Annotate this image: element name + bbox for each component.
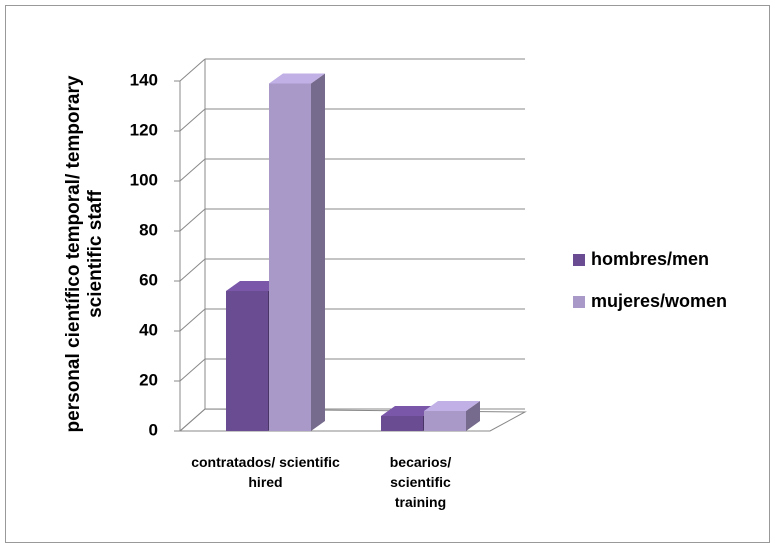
grid-line [179,408,206,432]
x-tick-label: contratados/ scientific hired [191,454,340,490]
y-tick-label: 60 [139,270,158,289]
grid-line [179,258,206,282]
y-tick-label: 0 [149,420,158,439]
legend-swatch [573,296,585,308]
bar [226,291,268,431]
bar-top [269,73,325,84]
grid-line [179,358,206,382]
legend-swatch [573,254,585,266]
bar-top [424,401,480,411]
grid-line [179,58,206,82]
bar [424,411,466,431]
y-tick-label: 120 [130,120,158,139]
chart-border [5,5,770,543]
bar [269,83,311,431]
y-tick-label: 100 [130,170,158,189]
y-axis-label: personal científico temporal/ temporary … [63,75,106,433]
y-tick-label: 40 [139,320,158,339]
x-tick-label: becarios/ scientific training [389,454,452,510]
y-tick-label: 20 [139,370,158,389]
y-tick-label: 140 [130,70,158,89]
legend-label: mujeres/women [591,291,727,311]
grid-line [179,208,206,232]
legend-label: hombres/men [591,249,709,269]
bar-side [311,73,325,431]
bar-top [381,406,437,416]
bar [381,416,423,431]
y-tick-label: 80 [139,220,158,239]
grid-line [179,158,206,182]
grid-line [179,308,206,332]
grid-line [179,108,206,132]
bar-top [226,281,282,291]
